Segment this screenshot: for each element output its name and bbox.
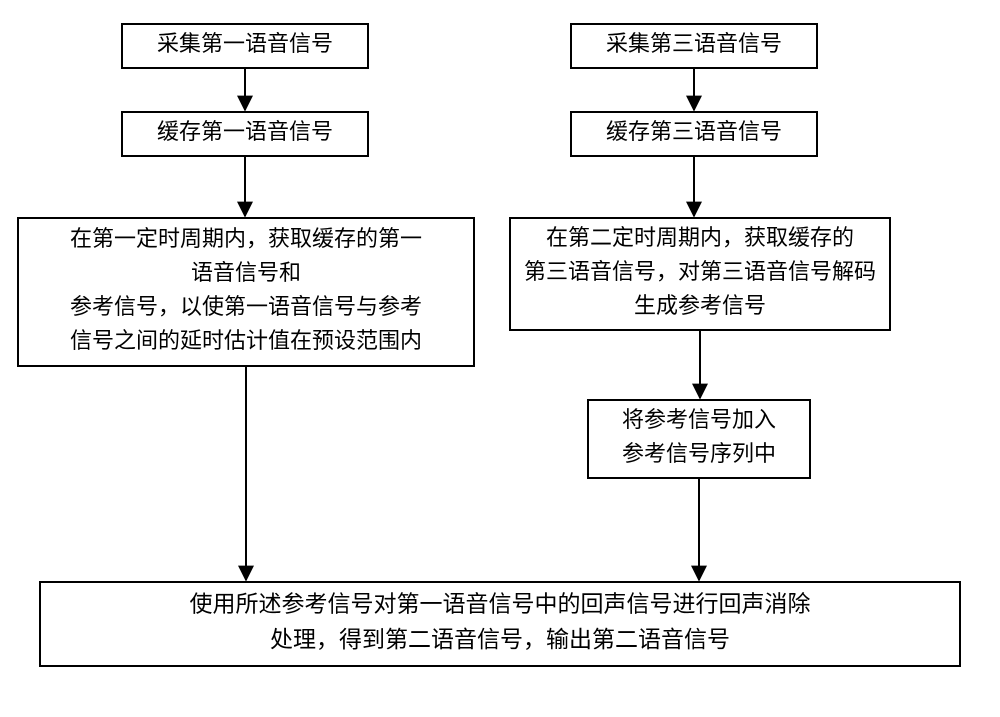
node-L2-line-0: 缓存第一语音信号 [157, 119, 333, 144]
node-R1: 采集第三语音信号 [571, 24, 817, 68]
node-L2: 缓存第一语音信号 [122, 112, 368, 156]
node-B-line-0: 使用所述参考信号对第一语音信号中的回声信号进行回声消除 [190, 591, 811, 616]
node-L3-line-3: 信号之间的延时估计值在预设范围内 [70, 328, 422, 353]
node-L3-line-0: 在第一定时周期内，获取缓存的第一 [70, 226, 422, 251]
node-R3-line-2: 生成参考信号 [634, 293, 766, 318]
node-L1: 采集第一语音信号 [122, 24, 368, 68]
node-R3-line-1: 第三语音信号，对第三语音信号解码 [524, 259, 876, 284]
node-R4-line-1: 参考信号序列中 [622, 441, 776, 466]
node-R3-line-0: 在第二定时周期内，获取缓存的 [546, 225, 854, 250]
node-R4-line-0: 将参考信号加入 [622, 407, 776, 432]
node-R2: 缓存第三语音信号 [571, 112, 817, 156]
node-R1-line-0: 采集第三语音信号 [606, 31, 782, 56]
node-L3: 在第一定时周期内，获取缓存的第一语音信号和参考信号，以使第一语音信号与参考信号之… [18, 218, 474, 366]
node-B-line-1: 处理，得到第二语音信号，输出第二语音信号 [270, 627, 730, 652]
flowchart-canvas: 采集第一语音信号缓存第一语音信号在第一定时周期内，获取缓存的第一语音信号和参考信… [0, 0, 1000, 717]
node-L3-line-1: 语音信号和 [191, 260, 301, 285]
node-L3-line-2: 参考信号，以使第一语音信号与参考 [70, 294, 422, 319]
node-B: 使用所述参考信号对第一语音信号中的回声信号进行回声消除处理，得到第二语音信号，输… [40, 582, 960, 666]
node-L1-line-0: 采集第一语音信号 [157, 31, 333, 56]
node-R4: 将参考信号加入参考信号序列中 [588, 400, 810, 478]
node-R2-line-0: 缓存第三语音信号 [606, 119, 782, 144]
node-R3: 在第二定时周期内，获取缓存的第三语音信号，对第三语音信号解码生成参考信号 [510, 218, 890, 330]
